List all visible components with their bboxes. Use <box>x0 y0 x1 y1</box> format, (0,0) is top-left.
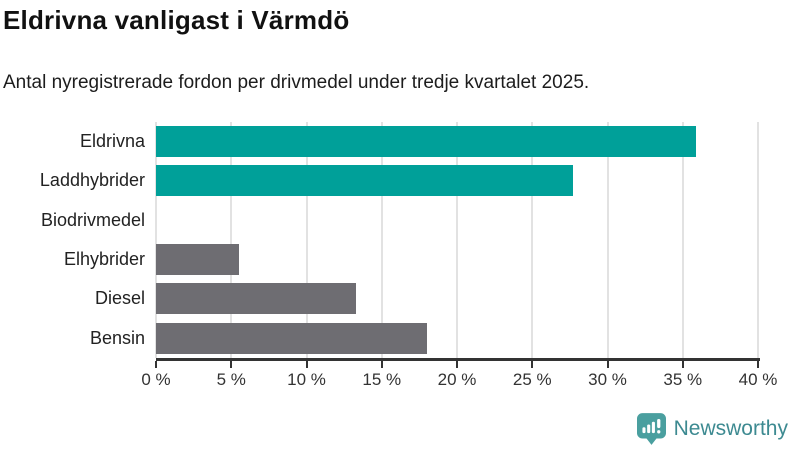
gridline <box>155 122 157 358</box>
gridline <box>531 122 534 358</box>
x-axis-tick-label: 15 % <box>362 370 402 389</box>
category-label: Biodrivmedel <box>40 209 145 230</box>
x-axis-tick <box>531 361 534 368</box>
gridline <box>305 122 308 358</box>
bar <box>156 283 357 315</box>
bar-row <box>156 240 758 279</box>
x-axis-tick-label: 5 % <box>216 370 246 389</box>
category-label: Bensin <box>89 327 145 348</box>
bar <box>156 126 697 158</box>
category-label: Eldrivna <box>79 131 145 152</box>
bar <box>156 322 427 354</box>
bar <box>156 244 239 276</box>
chart-subtitle: Antal nyregistrerade fordon per drivmede… <box>3 72 590 93</box>
newsworthy-logo-icon <box>636 413 666 445</box>
bar-row <box>156 201 758 240</box>
bar-row <box>156 122 758 161</box>
category-label: Elhybrider <box>63 249 145 270</box>
category-label: Laddhybrider <box>39 170 145 191</box>
bar-row <box>156 319 758 358</box>
brand-name: Newsworthy <box>673 417 788 440</box>
plot-area <box>155 122 759 358</box>
gridline <box>456 122 458 358</box>
x-axis-tick-label: 10 % <box>287 370 326 389</box>
x-axis-tick <box>380 361 383 368</box>
category-axis: Eldrivna Laddhybrider Biodrivmedel Elhybrid… <box>0 122 145 358</box>
x-axis-tick-label: 35 % <box>663 370 703 389</box>
brand-footer: Newsworthy <box>636 413 788 445</box>
chart-title: Eldrivna vanligast i Värmdö <box>3 5 350 35</box>
x-axis-tick-label: 20 % <box>437 370 477 389</box>
x-axis-tick-label: 40 % <box>738 370 778 389</box>
x-axis-tick <box>230 361 233 368</box>
x-axis-tick <box>305 361 308 368</box>
bar <box>156 165 573 197</box>
x-axis-tick-label: 30 % <box>588 370 627 389</box>
x-axis-line <box>156 358 760 361</box>
bar-row <box>156 279 758 318</box>
gridline <box>757 122 759 358</box>
gridline <box>681 122 684 358</box>
x-axis-tick <box>155 361 157 368</box>
x-axis-tick <box>681 361 684 368</box>
gridline <box>606 122 609 358</box>
bar-row <box>156 161 758 200</box>
x-axis-tick-label: 0 % <box>141 370 171 389</box>
gridline <box>380 122 383 358</box>
x-axis-tick <box>456 361 458 368</box>
x-axis-tick <box>606 361 609 368</box>
category-label: Diesel <box>94 288 145 309</box>
gridline <box>230 122 233 358</box>
x-axis-tick <box>757 361 759 368</box>
x-axis-tick-label: 25 % <box>512 370 552 389</box>
